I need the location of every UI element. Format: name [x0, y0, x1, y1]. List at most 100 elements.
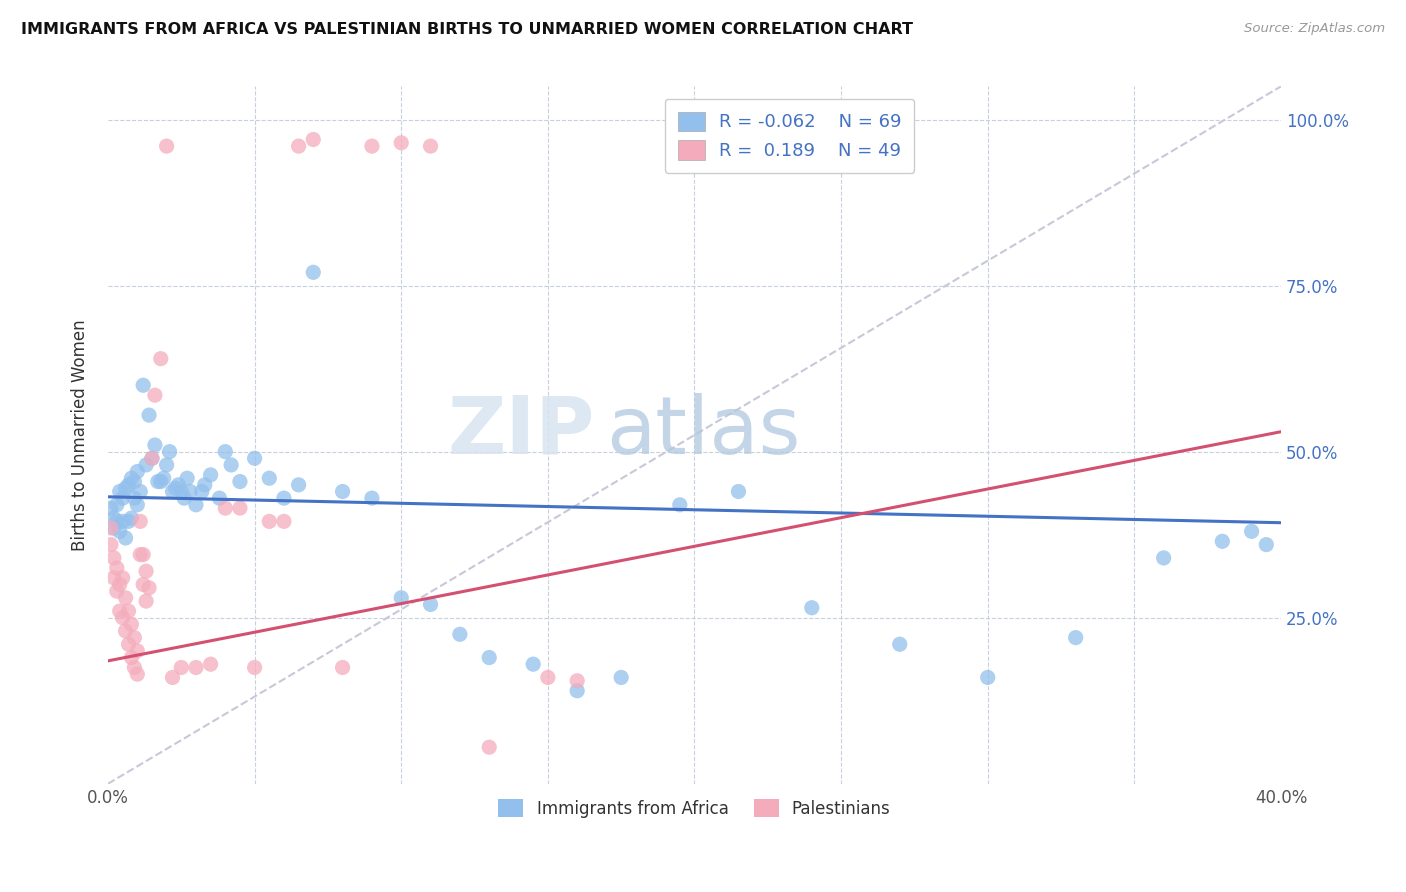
Point [100, 501, 122, 516]
Point [124, 491, 146, 505]
Point [111, 610, 134, 624]
Point [229, 475, 252, 489]
Point [419, 139, 441, 153]
Point [127, 498, 149, 512]
Point [610, 670, 633, 684]
Point [669, 498, 692, 512]
Point [143, 388, 166, 402]
Point [114, 531, 136, 545]
Y-axis label: Births to Unmarried Women: Births to Unmarried Women [72, 319, 89, 551]
Point [170, 484, 193, 499]
Point [159, 444, 181, 458]
Point [449, 627, 471, 641]
Point [100, 521, 122, 535]
Point [977, 670, 1000, 684]
Point [120, 617, 142, 632]
Point [273, 515, 295, 529]
Point [478, 740, 501, 755]
Point [146, 475, 169, 489]
Point [273, 491, 295, 505]
Point [129, 548, 152, 562]
Text: IMMIGRANTS FROM AFRICA VS PALESTINIAN BIRTHS TO UNMARRIED WOMEN CORRELATION CHAR: IMMIGRANTS FROM AFRICA VS PALESTINIAN BI… [21, 22, 912, 37]
Point [114, 624, 136, 638]
Point [141, 451, 163, 466]
Point [117, 637, 139, 651]
Point [120, 511, 142, 525]
Text: atlas: atlas [606, 392, 801, 471]
Point [135, 594, 157, 608]
Point [184, 660, 207, 674]
Point [149, 351, 172, 366]
Point [132, 378, 155, 392]
Point [111, 491, 134, 505]
Point [108, 484, 131, 499]
Point [200, 467, 222, 482]
Point [105, 561, 128, 575]
Point [111, 571, 134, 585]
Point [132, 577, 155, 591]
Point [127, 667, 149, 681]
Point [108, 524, 131, 539]
Point [361, 139, 384, 153]
Point [332, 484, 354, 499]
Point [108, 577, 131, 591]
Point [152, 471, 174, 485]
Point [259, 515, 281, 529]
Point [727, 484, 749, 499]
Point [135, 564, 157, 578]
Point [243, 660, 266, 674]
Point [567, 673, 589, 688]
Point [537, 670, 560, 684]
Point [138, 581, 160, 595]
Point [176, 471, 198, 485]
Point [287, 139, 309, 153]
Point [117, 515, 139, 529]
Point [179, 484, 201, 499]
Point [103, 511, 125, 525]
Point [1153, 550, 1175, 565]
Legend: Immigrants from Africa, Palestinians: Immigrants from Africa, Palestinians [492, 792, 897, 824]
Point [800, 600, 823, 615]
Point [162, 670, 184, 684]
Point [389, 136, 412, 150]
Point [141, 451, 163, 466]
Point [302, 132, 325, 146]
Point [302, 265, 325, 279]
Point [114, 591, 136, 605]
Point [522, 657, 544, 672]
Point [478, 650, 501, 665]
Point [889, 637, 911, 651]
Point [132, 548, 155, 562]
Point [117, 604, 139, 618]
Point [100, 538, 122, 552]
Point [124, 475, 146, 489]
Point [129, 484, 152, 499]
Point [259, 471, 281, 485]
Point [103, 571, 125, 585]
Point [287, 478, 309, 492]
Point [135, 458, 157, 472]
Point [361, 491, 384, 505]
Point [156, 139, 179, 153]
Point [170, 660, 193, 674]
Point [167, 478, 190, 492]
Point [105, 498, 128, 512]
Point [208, 491, 231, 505]
Point [389, 591, 412, 605]
Point [194, 478, 217, 492]
Point [105, 584, 128, 599]
Point [184, 498, 207, 512]
Point [108, 604, 131, 618]
Point [127, 465, 149, 479]
Point [214, 444, 236, 458]
Point [127, 644, 149, 658]
Point [567, 683, 589, 698]
Point [105, 515, 128, 529]
Point [1064, 631, 1087, 645]
Point [1256, 538, 1278, 552]
Point [111, 515, 134, 529]
Point [120, 650, 142, 665]
Point [162, 484, 184, 499]
Point [1211, 534, 1233, 549]
Point [124, 660, 146, 674]
